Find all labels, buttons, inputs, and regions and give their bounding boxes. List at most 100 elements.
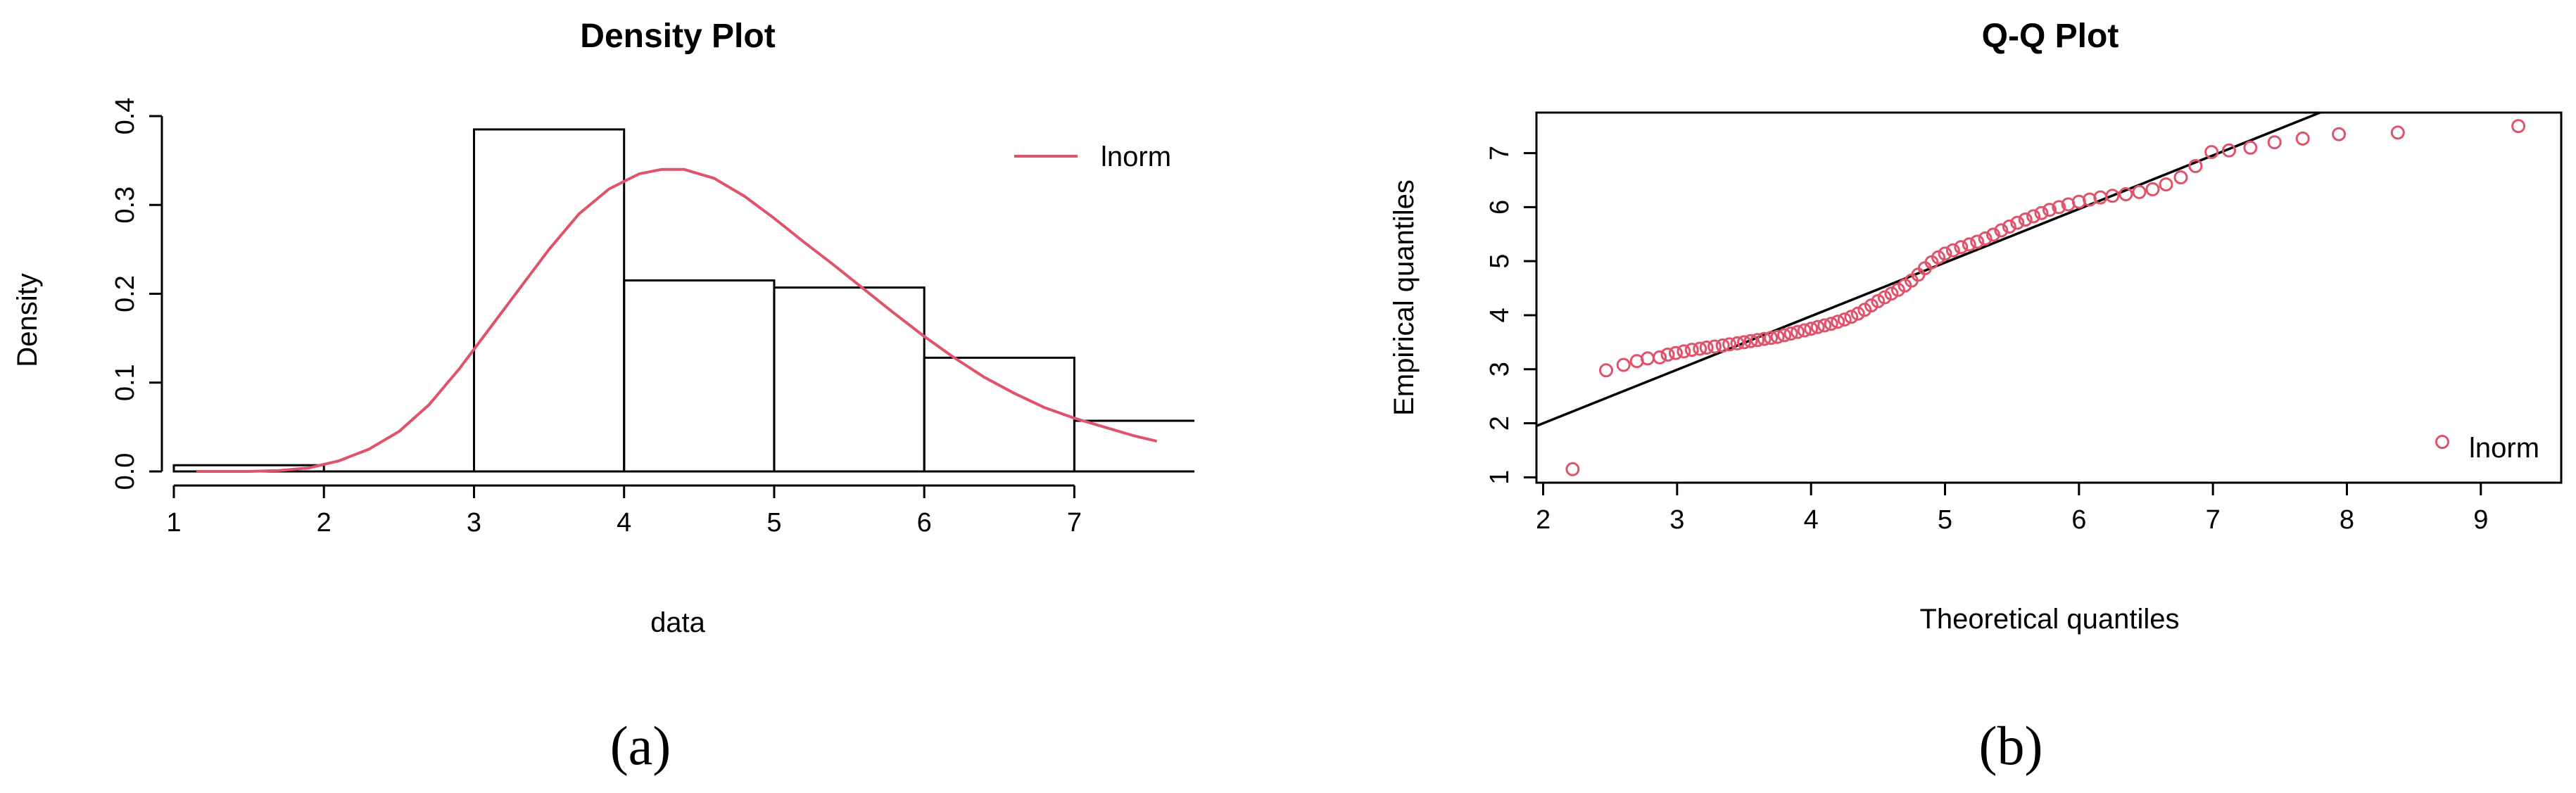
density-plot-title: Density Plot <box>580 18 775 55</box>
density-plot-panel: Density Plot 1 2 3 4 5 6 7 0.0 0.1 0.2 0.3 0.4 data… <box>12 18 1194 776</box>
legend-label-lnorm: lnorm <box>2469 433 2539 464</box>
x-tick-label: 6 <box>917 508 932 538</box>
qq-point <box>2002 220 2016 234</box>
qq-plot-ylabel: Empirical quantiles <box>1389 179 1420 416</box>
qq-point <box>1837 312 1852 327</box>
qq-point <box>1877 290 1892 305</box>
qq-point <box>2511 119 2526 134</box>
qq-point <box>2173 170 2188 185</box>
qq-point <box>1660 348 1675 362</box>
y-tick-label: 0.4 <box>111 98 140 135</box>
qq-point <box>1616 357 1631 372</box>
qq-point <box>1831 315 1845 329</box>
y-tick-label: 5 <box>1485 254 1515 269</box>
qq-plot-xlabel: Theoretical quantiles <box>1919 604 2179 635</box>
y-tick-label: 3 <box>1485 362 1515 376</box>
qq-point <box>1797 323 1812 338</box>
qq-point <box>1641 351 1655 366</box>
qq-point <box>2204 145 2219 160</box>
qq-point <box>2052 200 2066 215</box>
histogram-bar <box>773 286 926 473</box>
density-plot-area: 1 2 3 4 5 6 7 0.0 0.1 0.2 0.3 0.4 <box>111 98 1194 538</box>
x-tick-label: 3 <box>1669 505 1684 535</box>
qq-point <box>2332 127 2347 141</box>
x-tick-label: 4 <box>617 508 631 538</box>
qq-point <box>1715 338 1730 353</box>
x-tick-label: 3 <box>467 508 481 538</box>
qq-point <box>2145 182 2160 196</box>
qq-point <box>1684 343 1699 357</box>
y-tick-label: 7 <box>1485 146 1515 160</box>
qq-point <box>2026 209 2041 224</box>
qq-point <box>1677 344 1691 359</box>
qq-point <box>1810 319 1825 334</box>
qq-point <box>1707 339 1722 354</box>
x-tick-label: 6 <box>2071 505 2086 535</box>
qq-point <box>1764 331 1779 345</box>
qq-point <box>2034 205 2049 220</box>
y-tick-label: 0.0 <box>111 453 140 490</box>
qq-point <box>1986 227 2000 242</box>
density-curve-lnorm <box>196 167 1158 473</box>
density-plot-xlabel: data <box>650 607 706 638</box>
legend-label-lnorm: lnorm <box>1101 141 1171 172</box>
qq-point <box>1970 234 1985 249</box>
qq-point <box>1978 231 1993 246</box>
qq-plot-panel: Q-Q Plot 2 3 4 5 6 7 8 9 1 2 3 4 5 6 7 Theoretical qua… <box>1389 18 2563 776</box>
qq-point <box>1730 336 1745 350</box>
qq-plot-frame <box>1535 111 2563 484</box>
qq-plot-legend: lnorm <box>2435 433 2539 464</box>
qq-point <box>1777 328 1792 343</box>
y-tick-label: 1 <box>1485 470 1515 485</box>
qq-point <box>2159 177 2173 192</box>
histogram-bar <box>923 356 1075 473</box>
qq-point <box>1668 345 1683 360</box>
x-tick-label: 2 <box>317 508 332 538</box>
density-plot-legend: lnorm <box>1014 141 1171 172</box>
qq-reference-line <box>1536 111 2321 427</box>
x-tick-label: 2 <box>1536 505 1551 535</box>
qq-point <box>2119 187 2133 201</box>
qq-point <box>1599 363 1613 378</box>
qq-point <box>1945 243 1960 258</box>
panel-a-caption: (a) <box>610 715 671 776</box>
qq-point <box>1962 237 1976 252</box>
qq-point <box>2188 159 2203 173</box>
histogram-bar <box>1073 419 1194 471</box>
histogram-bar <box>472 128 626 473</box>
qq-point <box>1743 334 1758 348</box>
x-tick-label: 5 <box>1938 505 1952 535</box>
x-tick-label: 7 <box>1067 508 1082 538</box>
qq-point <box>1994 223 2009 238</box>
y-tick-label: 2 <box>1485 416 1515 431</box>
qq-point <box>1565 462 1580 476</box>
y-tick-label: 0.2 <box>111 275 140 312</box>
qq-point <box>1884 286 1899 301</box>
x-tick-label: 1 <box>166 508 181 538</box>
qq-point <box>1938 246 1952 261</box>
qq-point <box>1722 337 1737 352</box>
legend-point-swatch <box>2435 435 2449 449</box>
qq-point <box>1693 341 1707 356</box>
qq-point <box>2243 140 2258 155</box>
x-tick-label: 4 <box>1804 505 1819 535</box>
qq-point <box>2390 125 2405 140</box>
qq-point <box>2267 135 2282 150</box>
qq-point <box>1783 326 1798 341</box>
qq-point <box>1737 335 1751 350</box>
qq-point <box>1699 341 1714 355</box>
qq-point <box>1817 318 1832 333</box>
qq-point <box>1757 331 1772 346</box>
qq-point <box>2222 143 2236 158</box>
qq-point <box>1804 322 1819 336</box>
x-tick-label: 7 <box>2206 505 2221 535</box>
y-tick-label: 6 <box>1485 200 1515 215</box>
qq-point <box>2132 184 2147 199</box>
qq-point <box>2018 212 2033 227</box>
qq-point <box>1653 350 1667 364</box>
qq-point <box>1844 310 1859 324</box>
qq-point <box>2295 131 2310 146</box>
qq-point <box>1791 324 1805 339</box>
panel-b-caption: (b) <box>1979 715 2043 776</box>
